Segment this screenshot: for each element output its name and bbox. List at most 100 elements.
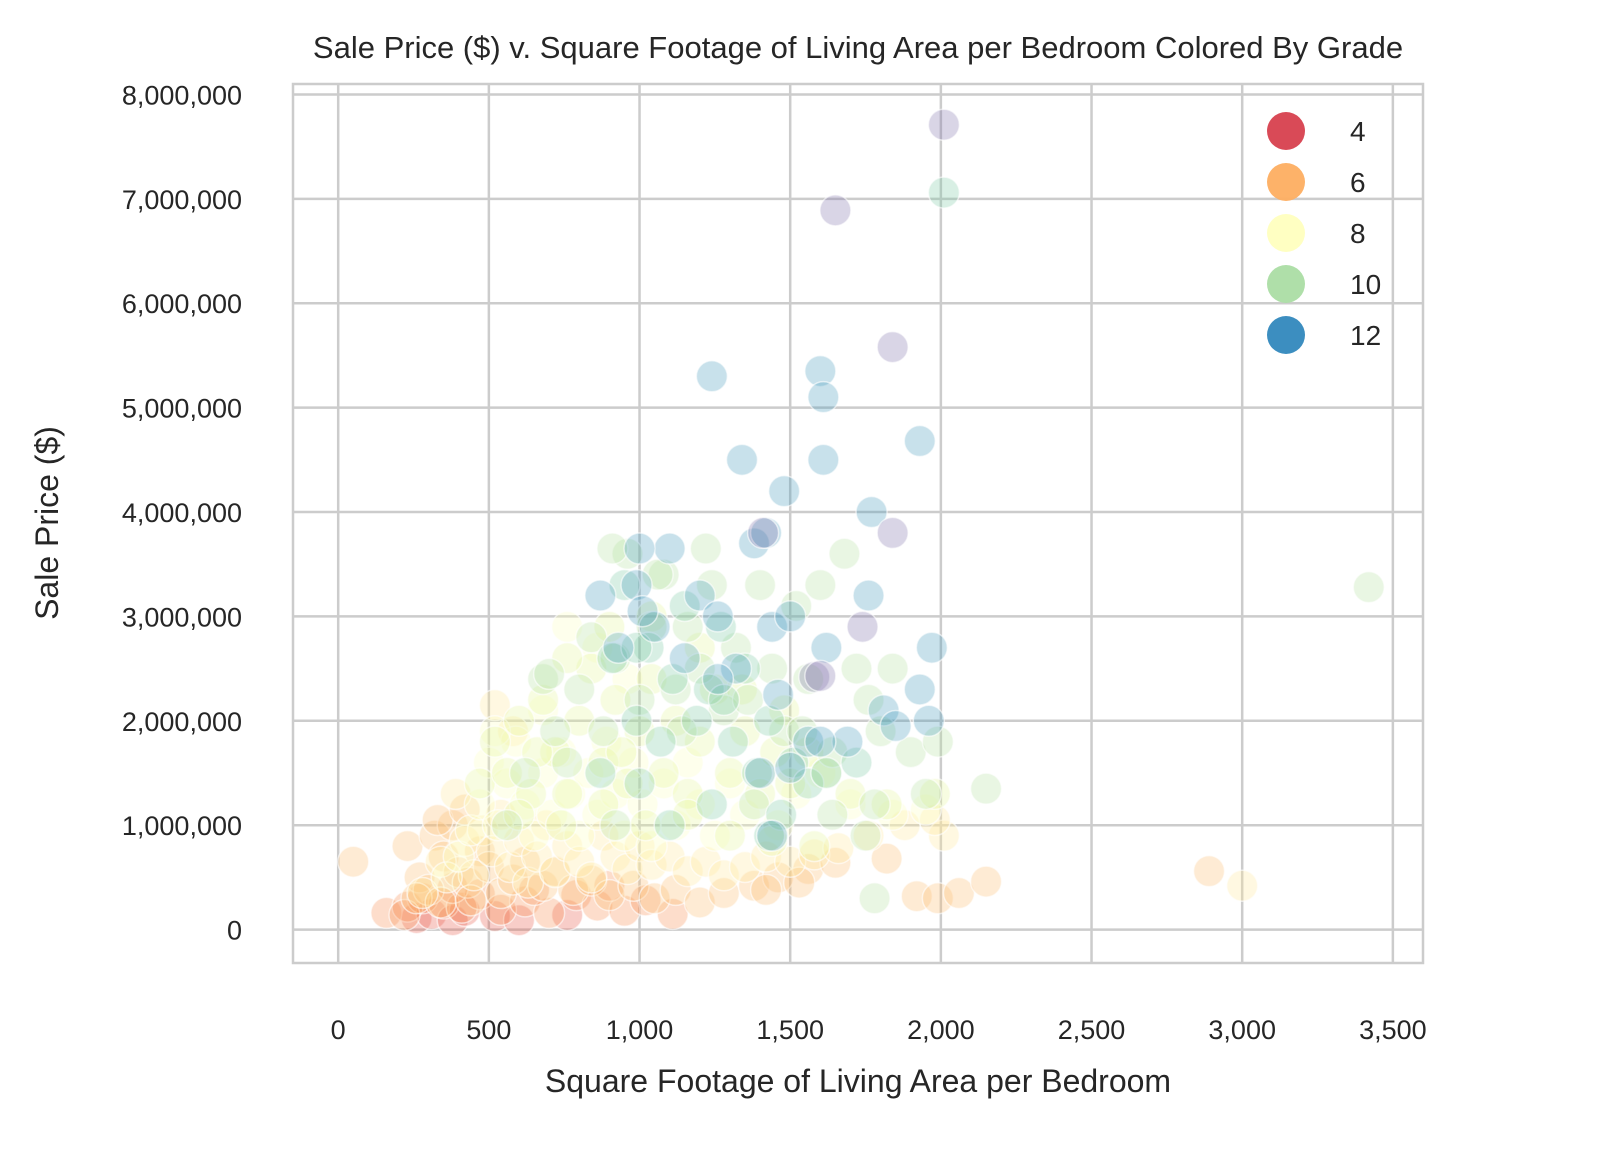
data-point [502, 903, 536, 937]
y-axis-title: Sale Price ($) [29, 426, 65, 620]
data-point [755, 610, 789, 644]
legend: 4 6 8 10 12 [1267, 112, 1381, 354]
data-point [755, 652, 789, 685]
x-tick-label: 3,000 [1208, 1015, 1276, 1045]
x-tick-label: 2,500 [1058, 1015, 1126, 1045]
data-point [683, 725, 717, 758]
data-point [792, 725, 825, 758]
data-point [737, 869, 771, 902]
data-point [707, 876, 741, 910]
data-point [532, 657, 566, 691]
data-point [831, 725, 864, 758]
data-point [412, 873, 445, 907]
data-point [514, 777, 548, 811]
data-point [617, 869, 650, 902]
data-point [918, 777, 952, 811]
data-point [701, 662, 735, 696]
data-point [520, 735, 554, 769]
data-point [671, 854, 704, 888]
data-point [918, 803, 952, 837]
data-point [927, 819, 961, 852]
x-tick-label: 1,500 [756, 1015, 824, 1045]
chart-title: Sale Price ($) v. Square Footage of Livi… [313, 30, 1403, 65]
data-point [638, 882, 671, 915]
data-point [707, 859, 741, 892]
data-point [563, 673, 596, 706]
data-point [647, 767, 680, 800]
data-point [623, 767, 656, 800]
data-point [620, 568, 653, 602]
data-point [689, 532, 723, 565]
data-point [870, 788, 903, 821]
data-point [484, 798, 518, 832]
legend-label: 8 [1350, 218, 1366, 249]
data-point [430, 861, 463, 894]
data-point [484, 893, 518, 927]
data-point [496, 714, 530, 748]
data-point [879, 709, 912, 743]
data-point [454, 884, 488, 917]
data-point [620, 631, 653, 664]
data-point [596, 641, 629, 675]
data-point [810, 631, 843, 664]
data-point [695, 788, 729, 821]
data-point [786, 714, 819, 748]
data-point [478, 688, 512, 722]
data-point [556, 873, 590, 907]
data-point [620, 704, 653, 738]
x-tick-label: 0 [331, 1015, 346, 1045]
data-point [490, 767, 524, 800]
x-tick-label: 1,000 [606, 1015, 674, 1045]
data-point [584, 756, 617, 790]
data-point [550, 777, 584, 811]
data-point [659, 673, 692, 706]
data-point [653, 808, 686, 842]
x-tick-label: 500 [466, 1015, 511, 1045]
data-point [876, 652, 909, 685]
data-point [773, 751, 807, 785]
data-point [683, 886, 717, 919]
data-point [810, 756, 843, 790]
data-point [752, 704, 786, 738]
data-point [804, 725, 837, 758]
data-point [855, 495, 888, 529]
data-point [840, 652, 873, 685]
data-point [587, 714, 620, 748]
data-point [538, 714, 572, 748]
data-point [798, 838, 831, 871]
data-point [635, 829, 668, 863]
data-point [755, 819, 789, 852]
data-point [927, 108, 961, 141]
data-point [680, 704, 714, 738]
x-tick-label: 3,500 [1359, 1015, 1427, 1045]
data-point [749, 873, 783, 907]
data-point [626, 594, 659, 628]
data-point [713, 756, 747, 790]
legend-label: 12 [1350, 320, 1381, 351]
data-point [1225, 869, 1259, 902]
data-point [773, 845, 807, 878]
data-point [689, 845, 723, 878]
data-point [508, 756, 542, 790]
data-point [761, 678, 795, 711]
data-point [743, 568, 777, 602]
data-point [743, 756, 777, 790]
tick-labels: 0 500 1,000 1,500 2,000 2,500 3,000 3,500 0 1,000… [122, 80, 1427, 1045]
data-point [719, 652, 753, 685]
data-point [852, 579, 885, 612]
data-point [767, 474, 801, 508]
data-point [921, 882, 955, 915]
y-tick-label: 4,000,000 [122, 498, 242, 528]
data-point [969, 865, 1003, 898]
data-point [454, 814, 488, 847]
data-point [746, 516, 780, 550]
legend-label: 10 [1350, 269, 1381, 300]
data-point [900, 879, 934, 913]
data-point [804, 568, 837, 602]
data-point [707, 683, 741, 717]
data-point [629, 808, 662, 842]
data-point [623, 532, 656, 565]
data-point [544, 808, 578, 842]
data-point [526, 662, 560, 696]
data-point [819, 194, 852, 227]
